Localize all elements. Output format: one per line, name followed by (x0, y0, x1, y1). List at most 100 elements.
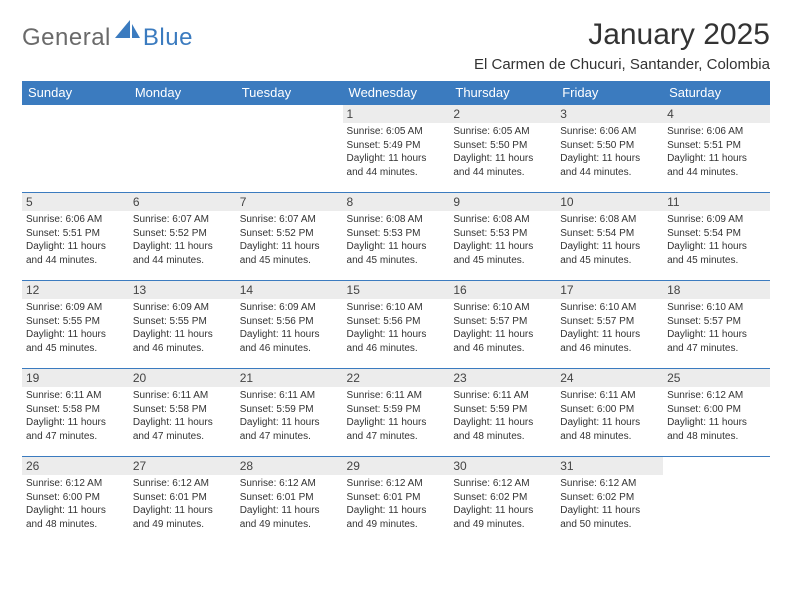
daylight-text: Daylight: 11 hours and 44 minutes. (667, 152, 766, 179)
sunrise-text: Sunrise: 6:08 AM (347, 213, 446, 227)
day-info: Sunrise: 6:11 AMSunset: 5:59 PMDaylight:… (453, 389, 552, 443)
sunset-text: Sunset: 6:02 PM (560, 491, 659, 505)
day-info: Sunrise: 6:11 AMSunset: 6:00 PMDaylight:… (560, 389, 659, 443)
weekday-header: Saturday (663, 81, 770, 105)
day-info: Sunrise: 6:10 AMSunset: 5:57 PMDaylight:… (560, 301, 659, 355)
weekday-header: Friday (556, 81, 663, 105)
calendar-day-cell: 3Sunrise: 6:06 AMSunset: 5:50 PMDaylight… (556, 105, 663, 193)
calendar-day-cell: 10Sunrise: 6:08 AMSunset: 5:54 PMDayligh… (556, 193, 663, 281)
calendar-day-cell: 26 Sunrise: 6:12 AMSunset: 6:00 PMDayligh… (22, 457, 129, 545)
daylight-text: Daylight: 11 hours and 47 minutes. (667, 328, 766, 355)
day-number: 31 (556, 457, 663, 475)
daylight-text: Daylight: 11 hours and 46 minutes. (453, 328, 552, 355)
daylight-text: Daylight: 11 hours and 45 minutes. (26, 328, 125, 355)
day-info: Sunrise: 6:07 AMSunset: 5:52 PMDaylight:… (240, 213, 339, 267)
sunrise-text: Sunrise: 6:12 AM (133, 477, 232, 491)
day-number: 19 (22, 369, 129, 387)
day-number: 29 (343, 457, 450, 475)
daylight-text: Daylight: 11 hours and 45 minutes. (667, 240, 766, 267)
sunset-text: Sunset: 5:52 PM (133, 227, 232, 241)
sunset-text: Sunset: 5:57 PM (667, 315, 766, 329)
sunrise-text: Sunrise: 6:08 AM (453, 213, 552, 227)
day-info: Sunrise: 6:09 AMSunset: 5:55 PMDaylight:… (26, 301, 125, 355)
daylight-text: Daylight: 11 hours and 48 minutes. (26, 504, 125, 531)
sunrise-text: Sunrise: 6:08 AM (560, 213, 659, 227)
calendar-day-cell: 2 Sunrise: 6:05 AMSunset: 5:50 PMDaylight… (449, 105, 556, 193)
sunset-text: Sunset: 5:56 PM (347, 315, 446, 329)
sunrise-text: Sunrise: 6:11 AM (453, 389, 552, 403)
sunset-text: Sunset: 6:02 PM (453, 491, 552, 505)
sunset-text: Sunset: 6:01 PM (240, 491, 339, 505)
day-info: Sunrise: 6:10 AMSunset: 5:57 PMDaylight:… (667, 301, 766, 355)
sunrise-text: Sunrise: 6:10 AM (453, 301, 552, 315)
sunset-text: Sunset: 5:54 PM (667, 227, 766, 241)
sunrise-text: Sunrise: 6:09 AM (667, 213, 766, 227)
day-number: 22 (343, 369, 450, 387)
day-number: 21 (236, 369, 343, 387)
day-number: 26 (22, 457, 129, 475)
sunset-text: Sunset: 5:59 PM (453, 403, 552, 417)
sunrise-text: Sunrise: 6:06 AM (560, 125, 659, 139)
day-number: 23 (449, 369, 556, 387)
calendar-page: General Blue January 2025 El Carmen de C… (0, 0, 792, 555)
day-info: Sunrise: 6:11 AMSunset: 5:59 PMDaylight:… (240, 389, 339, 443)
weekday-header: Monday (129, 81, 236, 105)
day-info: Sunrise: 6:12 AMSunset: 6:00 PMDaylight:… (26, 477, 125, 531)
sunrise-text: Sunrise: 6:12 AM (26, 477, 125, 491)
sunrise-text: Sunrise: 6:10 AM (667, 301, 766, 315)
day-info: Sunrise: 6:07 AMSunset: 5:52 PMDaylight:… (133, 213, 232, 267)
sunrise-text: Sunrise: 6:05 AM (347, 125, 446, 139)
sunrise-text: Sunrise: 6:12 AM (667, 389, 766, 403)
calendar-header-row: Sunday Monday Tuesday Wednesday Thursday… (22, 81, 770, 105)
day-number: 2 (449, 105, 556, 123)
day-info: Sunrise: 6:09 AMSunset: 5:54 PMDaylight:… (667, 213, 766, 267)
calendar-day-cell: 21 Sunrise: 6:11 AMSunset: 5:59 PMDayligh… (236, 369, 343, 457)
calendar-day-cell: 7Sunrise: 6:07 AMSunset: 5:52 PMDaylight… (236, 193, 343, 281)
sunset-text: Sunset: 6:01 PM (133, 491, 232, 505)
sunset-text: Sunset: 5:59 PM (240, 403, 339, 417)
day-number: 4 (663, 105, 770, 123)
sunset-text: Sunset: 5:57 PM (453, 315, 552, 329)
weekday-header: Wednesday (343, 81, 450, 105)
calendar-day-cell: 9Sunrise: 6:08 AMSunset: 5:53 PMDaylight… (449, 193, 556, 281)
sunset-text: Sunset: 6:00 PM (667, 403, 766, 417)
calendar-day-cell: 14Sunrise: 6:09 AMSunset: 5:56 PMDayligh… (236, 281, 343, 369)
calendar-day-cell: 28Sunrise: 6:12 AMSunset: 6:01 PMDayligh… (236, 457, 343, 545)
day-info: Sunrise: 6:12 AMSunset: 6:02 PMDaylight:… (560, 477, 659, 531)
sunset-text: Sunset: 5:50 PM (453, 139, 552, 153)
day-number: 12 (22, 281, 129, 299)
day-info: Sunrise: 6:11 AMSunset: 5:59 PMDaylight:… (347, 389, 446, 443)
day-info: Sunrise: 6:06 AMSunset: 5:51 PMDaylight:… (667, 125, 766, 179)
calendar-day-cell: 5Sunrise: 6:06 AMSunset: 5:51 PMDaylight… (22, 193, 129, 281)
day-number: 1 (343, 105, 450, 123)
calendar-day-cell: 23 Sunrise: 6:11 AMSunset: 5:59 PMDayligh… (449, 369, 556, 457)
sunset-text: Sunset: 5:57 PM (560, 315, 659, 329)
daylight-text: Daylight: 11 hours and 50 minutes. (560, 504, 659, 531)
calendar-day-cell: 24 Sunrise: 6:11 AMSunset: 6:00 PMDayligh… (556, 369, 663, 457)
sunrise-text: Sunrise: 6:11 AM (240, 389, 339, 403)
daylight-text: Daylight: 11 hours and 49 minutes. (347, 504, 446, 531)
sunset-text: Sunset: 5:55 PM (133, 315, 232, 329)
daylight-text: Daylight: 11 hours and 45 minutes. (453, 240, 552, 267)
day-number: 17 (556, 281, 663, 299)
day-number: 24 (556, 369, 663, 387)
daylight-text: Daylight: 11 hours and 45 minutes. (347, 240, 446, 267)
day-info: Sunrise: 6:05 AMSunset: 5:50 PMDaylight:… (453, 125, 552, 179)
daylight-text: Daylight: 11 hours and 46 minutes. (560, 328, 659, 355)
calendar-day-cell: 18Sunrise: 6:10 AMSunset: 5:57 PMDayligh… (663, 281, 770, 369)
daylight-text: Daylight: 11 hours and 48 minutes. (560, 416, 659, 443)
calendar-week-row: 26 Sunrise: 6:12 AMSunset: 6:00 PMDayligh… (22, 457, 770, 545)
calendar-day-cell: 13Sunrise: 6:09 AMSunset: 5:55 PMDayligh… (129, 281, 236, 369)
day-info: Sunrise: 6:10 AMSunset: 5:56 PMDaylight:… (347, 301, 446, 355)
sail-icon (115, 20, 141, 47)
daylight-text: Daylight: 11 hours and 45 minutes. (240, 240, 339, 267)
daylight-text: Daylight: 11 hours and 44 minutes. (26, 240, 125, 267)
calendar-week-row: 1Sunrise: 6:05 AMSunset: 5:49 PMDaylight… (22, 105, 770, 193)
calendar-day-cell: 16Sunrise: 6:10 AMSunset: 5:57 PMDayligh… (449, 281, 556, 369)
day-number: 20 (129, 369, 236, 387)
calendar-table: Sunday Monday Tuesday Wednesday Thursday… (22, 81, 770, 545)
day-number: 6 (129, 193, 236, 211)
day-number: 25 (663, 369, 770, 387)
day-info: Sunrise: 6:10 AMSunset: 5:57 PMDaylight:… (453, 301, 552, 355)
day-number: 9 (449, 193, 556, 211)
